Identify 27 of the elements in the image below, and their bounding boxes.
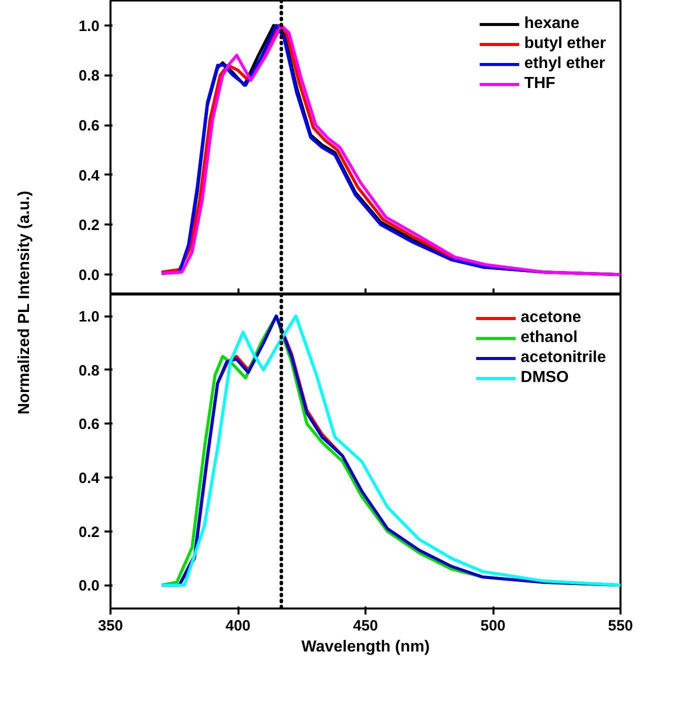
legend-label: ethyl ether bbox=[524, 55, 606, 73]
x-axis-title: Wavelength (nm) bbox=[301, 638, 430, 656]
y-axis-title: Normalized PL Intensity (a.u.) bbox=[16, 190, 33, 415]
y-tick-label: 0.2 bbox=[78, 524, 100, 541]
x-tick-label: 400 bbox=[225, 618, 251, 634]
y-tick-label: 0.4 bbox=[78, 167, 100, 184]
y-tick-label: 0.8 bbox=[78, 68, 100, 85]
legend-label: acetone bbox=[520, 309, 582, 327]
x-tick-label: 350 bbox=[98, 618, 124, 634]
y-tick-label: 0.8 bbox=[78, 362, 100, 380]
y-tick-label: 1.0 bbox=[78, 18, 100, 35]
y-tick-label: 0.2 bbox=[78, 217, 100, 234]
x-tick-label: 450 bbox=[352, 618, 378, 634]
legend-label: acetonitrile bbox=[520, 349, 606, 367]
y-tick-label: 0.4 bbox=[78, 470, 100, 487]
y-tick-label: 0.6 bbox=[78, 416, 100, 434]
legend-label: hexane bbox=[524, 15, 580, 33]
y-tick-label: 0.0 bbox=[78, 267, 100, 284]
y-tick-label: 1.0 bbox=[78, 308, 100, 326]
legend-label: THF bbox=[524, 75, 556, 93]
legend-label: butyl ether bbox=[524, 35, 606, 53]
legend-label: ethanol bbox=[520, 329, 578, 347]
x-tick-label: 500 bbox=[480, 618, 506, 634]
legend-label: DMSO bbox=[520, 369, 569, 387]
x-tick-label: 550 bbox=[608, 618, 634, 634]
y-tick-label: 0.6 bbox=[78, 118, 100, 135]
y-tick-label: 0.0 bbox=[78, 578, 100, 595]
